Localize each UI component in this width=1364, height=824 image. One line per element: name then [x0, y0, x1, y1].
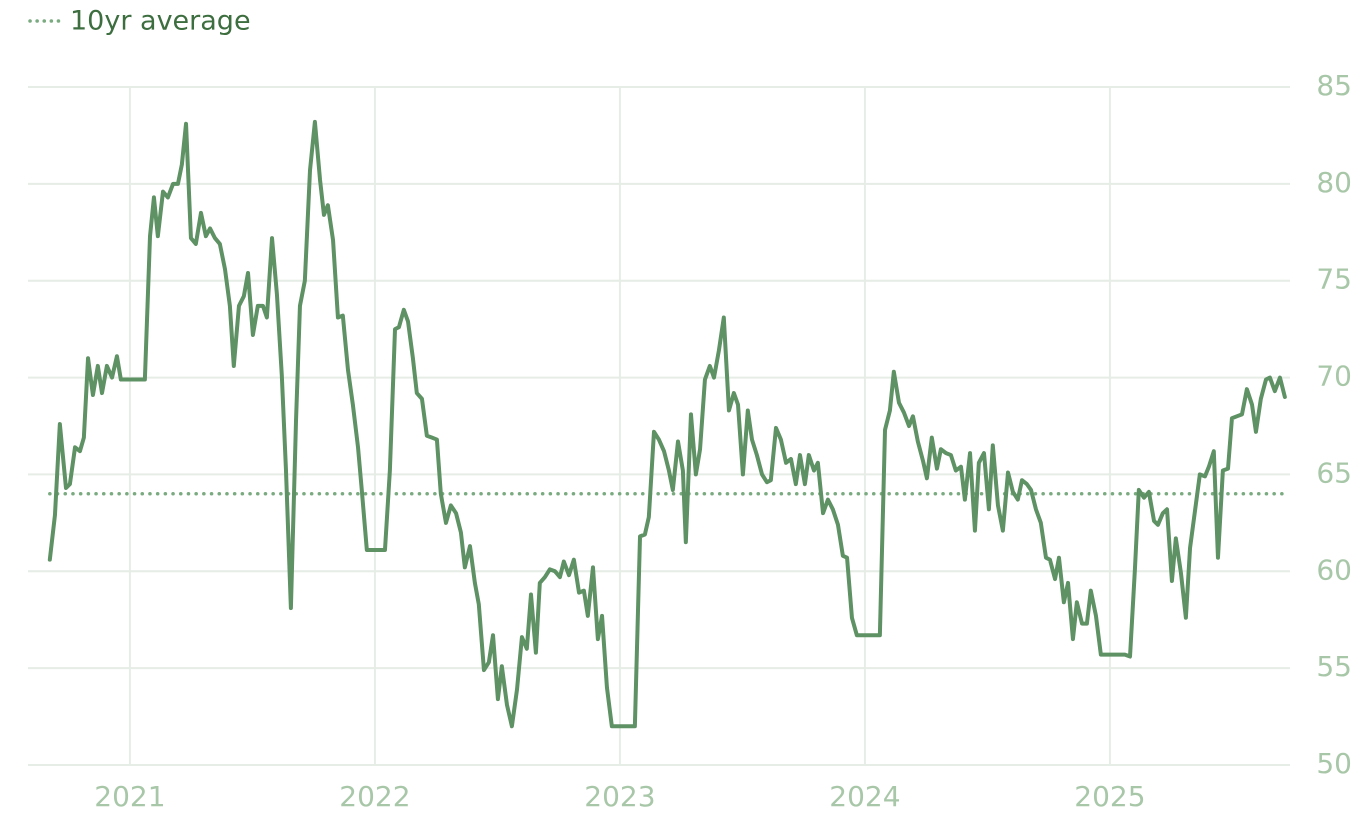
- y-tick-label: 55: [1316, 650, 1352, 683]
- y-tick-label: 75: [1316, 263, 1352, 296]
- x-tick-label: 2025: [1074, 780, 1145, 813]
- x-tick-label: 2024: [829, 780, 900, 813]
- y-tick-label: 85: [1316, 69, 1352, 102]
- y-tick-label: 50: [1316, 747, 1352, 780]
- legend-label: 10yr average: [70, 6, 251, 37]
- y-tick-label: 80: [1316, 166, 1352, 199]
- x-tick-label: 2021: [94, 780, 165, 813]
- y-tick-label: 60: [1316, 553, 1352, 586]
- x-tick-label: 2022: [339, 780, 410, 813]
- x-tick-label: 2023: [584, 780, 655, 813]
- data-line: [47, 119, 1287, 729]
- y-tick-label: 70: [1316, 360, 1352, 393]
- y-tick-label: 65: [1316, 456, 1352, 489]
